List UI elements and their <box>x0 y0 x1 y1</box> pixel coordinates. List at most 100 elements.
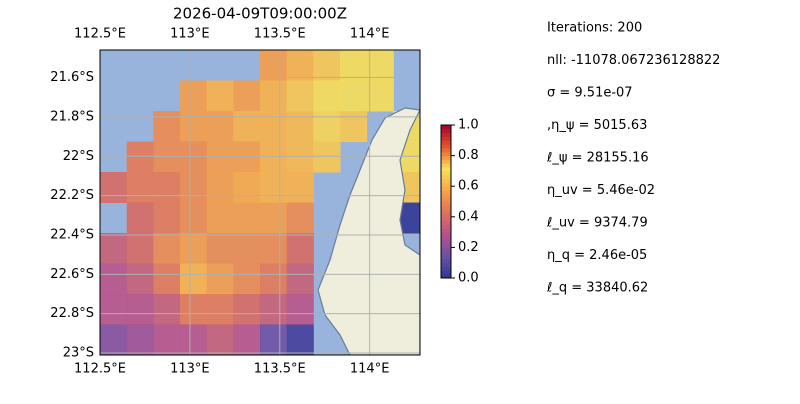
field-cell <box>126 233 154 264</box>
field-cell <box>313 50 341 81</box>
field-cell <box>206 263 234 295</box>
land <box>317 107 420 355</box>
field-cell <box>366 50 394 81</box>
colorbar-step <box>441 201 451 206</box>
colorbar-step <box>441 262 451 268</box>
colorbar-step <box>441 163 451 168</box>
colorbar-step <box>441 228 451 233</box>
field-cell <box>180 141 208 173</box>
field-cell <box>153 141 181 173</box>
info-line: η_q = 2.46e-05 <box>547 248 647 263</box>
title: 2026-04-09T09:00:00Z <box>173 5 347 23</box>
field-cell <box>260 263 288 295</box>
field-cell <box>286 111 314 142</box>
field-cell <box>260 294 288 325</box>
field-cell <box>180 80 208 112</box>
field-cell <box>286 202 314 234</box>
field-cell <box>233 233 261 264</box>
colorbar-step <box>441 167 451 172</box>
field-cell <box>260 172 288 203</box>
field-cell <box>233 263 261 295</box>
field-cell <box>313 80 341 112</box>
colorbar-step <box>441 197 451 202</box>
field-cell <box>340 111 368 142</box>
lat-tick-label: 22.8°S <box>50 306 94 321</box>
field-cell <box>260 141 288 173</box>
lat-tick-label: 21.6°S <box>50 70 94 85</box>
field-cell <box>260 80 288 112</box>
info-line: Iterations: 200 <box>547 21 642 36</box>
field-cell <box>153 233 181 264</box>
colorbar-step <box>441 125 451 130</box>
info-line: ℓ_ψ = 28155.16 <box>546 151 649 166</box>
lat-tick-label: 22.2°S <box>50 188 94 203</box>
colorbar-step <box>441 216 451 222</box>
field-cell <box>180 324 208 355</box>
field-cell <box>233 324 261 355</box>
lat-tick-label: 22°S <box>63 149 94 164</box>
field-cell <box>126 202 154 234</box>
field-cell <box>100 263 128 295</box>
field-cell <box>153 111 181 142</box>
colorbar-step <box>441 186 451 191</box>
field-cell <box>340 80 368 112</box>
field-cell <box>126 294 154 325</box>
field-cell <box>366 80 394 112</box>
field-cell <box>180 172 208 203</box>
colorbar-step <box>441 174 451 180</box>
field-cell <box>180 294 208 325</box>
field-cell <box>233 294 261 325</box>
colorbar-step <box>441 266 451 271</box>
colorbar-step <box>441 274 451 279</box>
field-cell <box>260 233 288 264</box>
colorbar-step <box>441 258 451 264</box>
field-cell <box>153 294 181 325</box>
info-line: nll: -11078.067236128822 <box>547 53 720 68</box>
field-cell <box>286 324 314 355</box>
colorbar-step <box>441 140 451 145</box>
field-cell <box>126 141 154 173</box>
field-cell <box>153 324 181 355</box>
colorbar-step <box>441 178 451 183</box>
colorbar-step <box>441 247 451 252</box>
colorbar-step <box>441 205 451 210</box>
colorbar-step <box>441 147 451 153</box>
colorbar-step <box>441 270 451 275</box>
colorbar-step <box>441 182 451 187</box>
field-cell <box>286 233 314 264</box>
field-cell <box>260 202 288 234</box>
colorbar-frame <box>440 124 452 279</box>
colorbar-step <box>441 190 451 195</box>
lon-tick-label: 114°E <box>350 362 390 377</box>
field-cell <box>206 324 234 355</box>
colorbar-tick-label: 0.6 <box>458 179 479 194</box>
field-cell <box>100 172 128 203</box>
lon-tick-label: 113°E <box>170 27 210 42</box>
field-cell <box>206 294 234 325</box>
field-cell <box>153 172 181 203</box>
field-cell <box>286 263 314 295</box>
info-line: η_uv = 5.46e-02 <box>547 183 655 198</box>
info-line: ,η_ψ = 5015.63 <box>547 118 647 133</box>
field-cell <box>206 80 234 112</box>
colorbar-step <box>441 235 451 241</box>
colorbar-step <box>441 209 451 214</box>
info-line: ℓ_q = 33840.62 <box>546 281 648 296</box>
field-cell <box>233 80 261 112</box>
colorbar-tick-label: 0.8 <box>458 148 479 163</box>
field-cell <box>100 294 128 325</box>
colorbar-step <box>441 170 451 176</box>
field-cell <box>206 172 234 203</box>
colorbar-step <box>441 243 451 248</box>
field-cell <box>313 111 341 142</box>
lon-tick-label: 113.5°E <box>254 27 306 42</box>
lon-tick-label: 112.5°E <box>74 362 126 377</box>
field-cell <box>286 50 314 81</box>
field-cell <box>206 202 234 234</box>
map-frame <box>99 49 421 356</box>
lon-tick-label: 113.5°E <box>254 362 306 377</box>
field-cell <box>233 141 261 173</box>
field-cell <box>100 233 128 264</box>
colorbar-tick-label: 0.4 <box>458 209 479 224</box>
